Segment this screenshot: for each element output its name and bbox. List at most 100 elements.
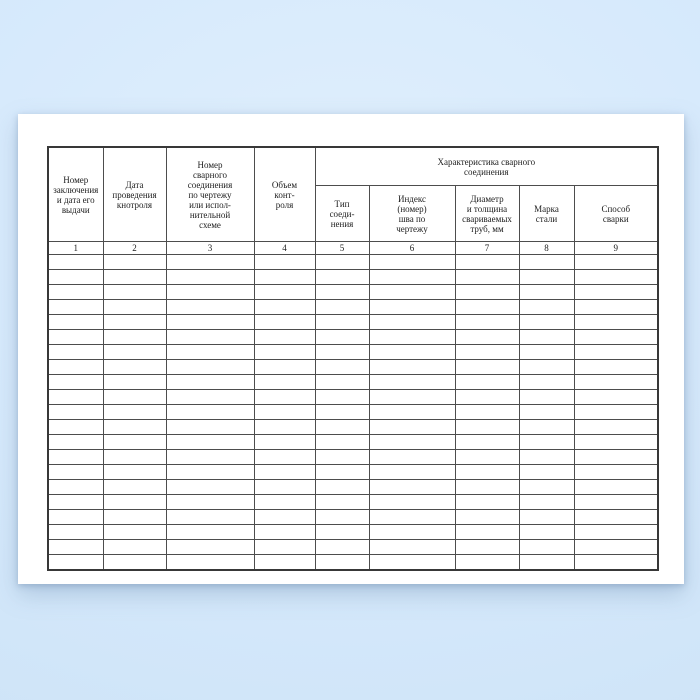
paper-sheet: Номер заключения и дата его выдачи Дата … xyxy=(18,114,684,584)
empty-cell xyxy=(314,314,370,330)
header-row-sub: Тип соеди- нения Индекс (номер) шва по ч… xyxy=(48,185,659,242)
empty-cell xyxy=(454,419,520,435)
empty-row xyxy=(47,539,659,555)
empty-cell xyxy=(314,419,370,435)
empty-cell xyxy=(47,269,104,285)
empty-cell xyxy=(47,449,104,465)
empty-cell xyxy=(314,344,370,360)
empty-cell xyxy=(314,449,370,465)
empty-row xyxy=(47,524,659,540)
empty-cell xyxy=(454,374,520,390)
empty-cell xyxy=(47,539,104,555)
empty-cell xyxy=(165,449,255,465)
empty-cell xyxy=(165,494,255,510)
empty-cell xyxy=(165,344,255,360)
empty-row xyxy=(47,374,659,390)
empty-cell xyxy=(253,449,316,465)
empty-row xyxy=(47,449,659,465)
empty-cell xyxy=(368,269,456,285)
empty-cell xyxy=(518,554,575,571)
empty-cell xyxy=(253,389,316,405)
empty-cell xyxy=(314,299,370,315)
empty-cell xyxy=(518,449,575,465)
col-header-control-date: Дата проведения кнотроля xyxy=(102,146,167,242)
empty-cell xyxy=(253,419,316,435)
empty-cell xyxy=(314,434,370,450)
empty-cell xyxy=(518,464,575,480)
empty-row xyxy=(47,344,659,360)
empty-cell xyxy=(368,254,456,270)
column-number-8: 8 xyxy=(518,241,575,255)
empty-cell xyxy=(368,539,456,555)
empty-cell xyxy=(47,314,104,330)
empty-row xyxy=(47,299,659,315)
empty-cell xyxy=(47,554,104,571)
empty-cell xyxy=(102,374,167,390)
empty-cell xyxy=(47,479,104,495)
empty-cell xyxy=(47,359,104,375)
empty-row xyxy=(47,464,659,480)
empty-cell xyxy=(102,404,167,420)
empty-cell xyxy=(47,419,104,435)
empty-cell xyxy=(573,509,659,525)
empty-cell xyxy=(573,479,659,495)
empty-cell xyxy=(102,479,167,495)
empty-cell xyxy=(102,434,167,450)
empty-row xyxy=(47,269,659,285)
empty-cell xyxy=(47,494,104,510)
empty-cell xyxy=(47,524,104,540)
empty-cell xyxy=(518,434,575,450)
empty-cell xyxy=(47,344,104,360)
empty-row xyxy=(47,329,659,345)
empty-cell xyxy=(573,299,659,315)
empty-cell xyxy=(454,554,520,571)
empty-cell xyxy=(253,434,316,450)
empty-cell xyxy=(368,554,456,571)
empty-cell xyxy=(454,524,520,540)
empty-cell xyxy=(573,344,659,360)
empty-cell xyxy=(165,374,255,390)
empty-row xyxy=(47,554,659,571)
column-number-1: 1 xyxy=(47,241,104,255)
empty-cell xyxy=(165,434,255,450)
empty-cell xyxy=(518,344,575,360)
empty-cell xyxy=(102,359,167,375)
empty-cell xyxy=(253,299,316,315)
column-number-6: 6 xyxy=(368,241,456,255)
empty-cell xyxy=(454,314,520,330)
empty-cell xyxy=(102,389,167,405)
empty-cell xyxy=(518,419,575,435)
empty-cell xyxy=(368,404,456,420)
empty-cell xyxy=(102,329,167,345)
empty-cell xyxy=(368,524,456,540)
empty-cell xyxy=(454,479,520,495)
empty-cell xyxy=(573,554,659,571)
empty-cell xyxy=(573,284,659,300)
empty-cell xyxy=(253,284,316,300)
empty-cell xyxy=(253,254,316,270)
empty-cell xyxy=(368,314,456,330)
empty-cell xyxy=(573,329,659,345)
empty-cell xyxy=(165,314,255,330)
empty-cell xyxy=(253,464,316,480)
empty-cell xyxy=(573,494,659,510)
empty-cell xyxy=(518,389,575,405)
empty-cell xyxy=(573,539,659,555)
empty-cell xyxy=(368,434,456,450)
empty-cell xyxy=(253,479,316,495)
col-header-conclusion-number: Номер заключения и дата его выдачи xyxy=(47,146,104,242)
empty-cell xyxy=(573,254,659,270)
empty-cell xyxy=(314,464,370,480)
empty-row xyxy=(47,419,659,435)
column-number-9: 9 xyxy=(573,241,659,255)
empty-cell xyxy=(165,539,255,555)
empty-cell xyxy=(314,359,370,375)
empty-cell xyxy=(253,329,316,345)
empty-cell xyxy=(518,509,575,525)
empty-cell xyxy=(102,254,167,270)
empty-cell xyxy=(47,284,104,300)
empty-cell xyxy=(165,479,255,495)
empty-cell xyxy=(102,554,167,571)
empty-cell xyxy=(573,269,659,285)
